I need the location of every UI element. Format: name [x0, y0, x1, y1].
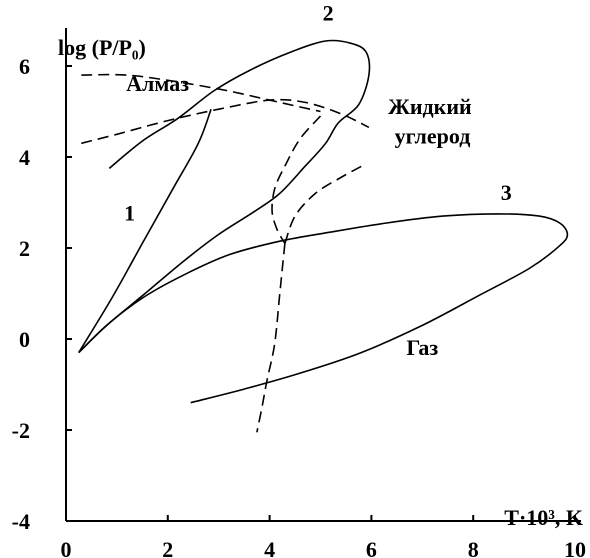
y-tick-label: 6: [19, 54, 30, 79]
series-2-line: [78, 39, 371, 354]
curves: [78, 39, 569, 433]
series-1-line: [78, 108, 212, 354]
x-tick-label: 0: [61, 537, 72, 558]
y-tick-label: -4: [12, 509, 30, 534]
labels: log (P/P₀) T·10³, K 1 2 3 Алмаз Жидкий углерод Г…: [58, 1, 583, 531]
y-tick-label: 4: [19, 145, 30, 170]
y-tick-label: -2: [12, 418, 30, 443]
series-3-line: [78, 213, 569, 404]
x-tick-label: 4: [264, 537, 275, 558]
annotation-label: Алмаз: [126, 71, 189, 96]
x-axis-title: T·10³, K: [504, 505, 583, 530]
series-vaporization-boundary-line: [256, 243, 286, 433]
y-axis-title: log (P/P₀): [58, 35, 146, 60]
annotation-label: углерод: [395, 123, 471, 148]
annotation-label: 2: [323, 1, 334, 26]
series-diamond-upper-boundary-line: [81, 73, 321, 113]
annotation-label: 3: [501, 180, 512, 205]
x-tick-label: 2: [162, 537, 173, 558]
axes: 0 2 4 6 8 10 -4 -2 0 2 4 6: [12, 28, 586, 558]
series-liquid-gas-upper-boundary-line: [284, 163, 367, 244]
series-diamond-graphite-boundary-line: [81, 98, 370, 145]
y-tick-label: 0: [19, 327, 30, 352]
annotation-label: Жидкий: [388, 94, 472, 119]
y-tick-label: 2: [19, 236, 30, 261]
annotation-label: Газ: [406, 335, 438, 360]
x-tick-label: 10: [564, 537, 586, 558]
series-liquid-carbon-boundary-line: [271, 115, 322, 244]
x-tick-label: 6: [366, 537, 377, 558]
x-tick-label: 8: [468, 537, 479, 558]
annotation-label: 1: [124, 201, 135, 226]
